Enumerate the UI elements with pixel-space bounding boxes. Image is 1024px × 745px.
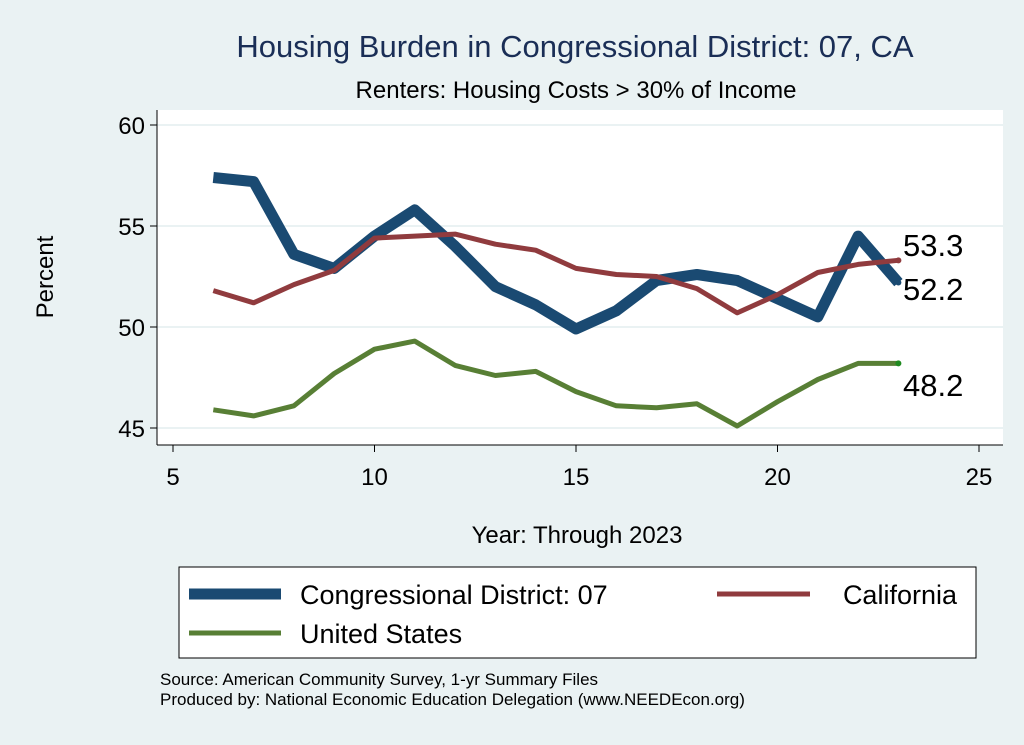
x-tick-label-15: 15	[563, 464, 590, 491]
end-labels: 52.2 53.3 48.2	[903, 228, 963, 403]
y-axis-label: Percent	[32, 235, 59, 318]
legend-label-district: Congressional District: 07	[300, 580, 608, 610]
series-end-point-united-states	[895, 360, 902, 367]
x-tick-label-10: 10	[361, 464, 388, 491]
y-tick-label-60: 60	[118, 113, 145, 140]
legend-label-california: California	[843, 580, 958, 610]
legend-label-united-states: United States	[300, 619, 462, 649]
series-end-point-district	[895, 279, 902, 286]
y-tick-label-45: 45	[118, 416, 145, 443]
series-line-district	[212, 172, 903, 335]
x-tick-label-20: 20	[764, 464, 791, 491]
series-line-california	[212, 231, 899, 316]
chart-subtitle: Renters: Housing Costs > 30% of Income	[356, 77, 797, 104]
x-axis-label: Year: Through 2023	[472, 522, 683, 549]
series-lines	[212, 172, 903, 429]
end-label-united-states: 48.2	[903, 368, 963, 403]
produced-by-note: Produced by: National Economic Education…	[160, 690, 745, 709]
plot-area	[157, 110, 1003, 445]
legend: Congressional District: 07 California Unit…	[189, 580, 958, 649]
axis-ticks: 45 50 55 60 5 10 15 20 25	[118, 113, 992, 491]
x-tick-label-5: 5	[166, 464, 179, 491]
x-tick-label-25: 25	[966, 464, 993, 491]
end-label-california: 53.3	[903, 228, 963, 263]
legend-box	[178, 566, 977, 659]
source-note: Source: American Community Survey, 1-yr …	[160, 670, 598, 689]
y-tick-label-50: 50	[118, 315, 145, 342]
y-tick-label-55: 55	[118, 214, 145, 241]
series-end-point-california	[895, 257, 902, 264]
series-line-united-states	[212, 338, 899, 429]
chart-title: Housing Burden in Congressional District…	[236, 29, 913, 64]
end-label-district: 52.2	[903, 272, 963, 307]
